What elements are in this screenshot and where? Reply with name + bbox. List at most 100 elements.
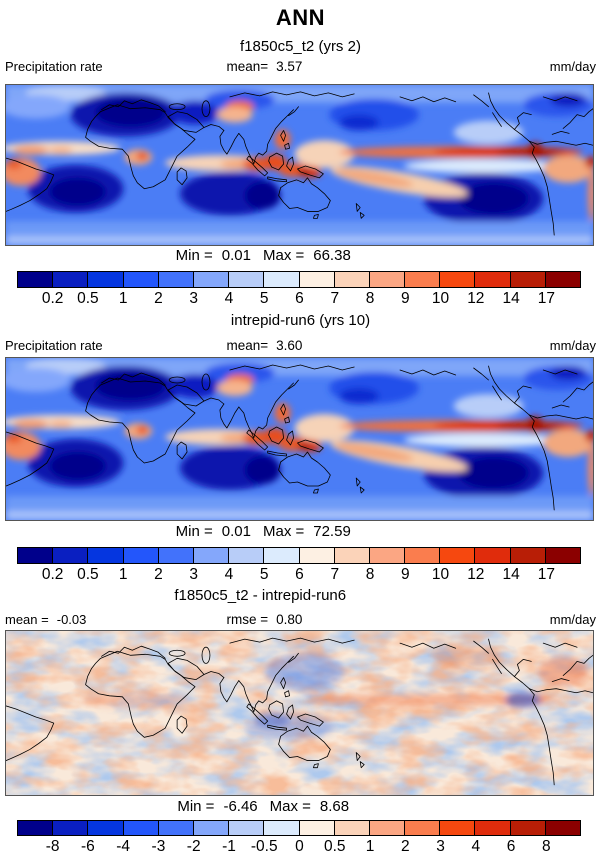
colorbar-cell [264,548,300,563]
colorbar-tick-label: -8 [45,838,60,855]
colorbar-tick-label: 8 [365,290,375,307]
colorbar-tick-label: 9 [400,566,410,583]
rmse-value: 0.80 [276,612,303,627]
panel3-subtitle: f1850c5_t2 - intrepid-run6 [174,587,347,604]
colorbar-cell [405,821,441,835]
colorbar-tick-label: 12 [467,290,485,307]
colorbar-tick-label: 4 [224,566,234,583]
panel1-info-row: Precipitation rate mean= 3.57 mm/day [0,59,601,75]
colorbar-cell [53,548,89,563]
mean-value: -0.03 [56,612,87,627]
colorbar-cell [475,272,511,287]
colorbar-cell [440,548,476,563]
colorbar-tick-label: 5 [259,290,269,307]
colorbar-tick-label: 0.5 [323,838,346,855]
colorbar-cell [88,548,124,563]
panel1-colorbar-ticks: 0.2 0.5 1 2 3 4 5 6 7 8 9 10 12 14 17 [35,290,564,308]
colorbar-tick-label: -6 [81,838,95,855]
colorbar-cell [405,548,441,563]
colorbar-cell [88,272,124,287]
colorbar-cell [440,821,476,835]
colorbar-cell [264,821,300,835]
max-value: 72.59 [313,523,351,540]
colorbar-tick-label: 0 [295,838,304,855]
colorbar-tick-label: 7 [330,566,340,583]
min-label: Min = [175,523,213,540]
colorbar-cell [88,821,124,835]
colorbar-tick-label: 7 [330,290,340,307]
mean-label: mean= [226,59,269,74]
colorbar-cell [18,821,54,835]
colorbar-tick-label: 9 [400,290,410,307]
colorbar-tick-label: -0.5 [250,838,278,855]
panel3-map-svg [6,631,593,795]
panel1-field-label: Precipitation rate [5,59,103,74]
colorbar-cell [158,272,194,287]
colorbar-cell [193,548,230,563]
colorbar-cell [299,272,335,287]
colorbar-tick-label: 3 [189,566,198,583]
mean-value: 3.57 [276,59,303,74]
colorbar-tick-label: -1 [222,838,236,855]
colorbar-tick-label: 0.2 [41,290,64,307]
panel1-subtitle: f1850c5_t2 (yrs 2) [240,38,361,55]
colorbar-tick-label: 14 [502,566,520,583]
panel1-mean: mean= 3.57 [226,59,302,74]
panel1-colorbar [17,271,581,288]
colorbar-cell [369,821,406,835]
panel2-info-row: Precipitation rate mean= 3.60 mm/day [0,338,601,354]
min-value: 0.01 [221,523,251,540]
colorbar-cell [299,548,335,563]
colorbar-cell [510,548,546,563]
colorbar-tick-label: 3 [189,290,198,307]
colorbar-tick-label: 5 [259,566,269,583]
panel1-map [5,84,594,246]
colorbar-cell [158,548,194,563]
panel2-units: mm/day [549,338,596,353]
colorbar-cell [53,821,89,835]
colorbar-tick-label: 8 [542,838,551,855]
colorbar-tick-label: 10 [431,290,450,307]
colorbar-tick-label: 2 [154,290,163,307]
colorbar-cell [18,272,54,287]
min-label: Min = [177,798,215,815]
mean-value: 3.60 [276,338,303,353]
colorbar-tick-label: 6 [295,290,304,307]
colorbar-cell [123,272,159,287]
mean-label: mean= [226,338,269,353]
colorbar-tick-label: 12 [467,566,485,583]
colorbar-cell [53,272,89,287]
mean-label: mean = [5,612,49,627]
colorbar-cell [475,548,511,563]
colorbar-tick-label: 0.2 [41,566,64,583]
colorbar-cell [545,821,580,835]
colorbar-tick-label: 1 [118,290,128,307]
colorbar-cell [440,272,476,287]
panel2-map-svg [6,358,593,520]
colorbar-cell [510,821,546,835]
colorbar-tick-label: 14 [502,290,520,307]
panel3-rmse: rmse = 0.80 [226,612,302,627]
panel2-map [5,357,594,521]
rmse-label: rmse = [226,612,269,627]
colorbar-tick-label: 3 [436,838,445,855]
colorbar-tick-label: -4 [116,838,131,855]
max-label: Max = [262,523,305,540]
colorbar-tick-label: 0.5 [77,290,99,307]
colorbar-cell [123,548,159,563]
max-value: 8.68 [319,798,350,815]
colorbar-tick-label: 6 [506,838,516,855]
max-label: Max = [262,247,305,264]
panel1-minmax: Min = 0.01 Max = 66.38 [176,247,351,264]
colorbar-cell [229,272,265,287]
colorbar-tick-label: 17 [537,566,555,583]
colorbar-cell [334,272,370,287]
colorbar-tick-label: 17 [537,290,555,307]
colorbar-cell [123,821,159,835]
colorbar-cell [18,548,54,563]
min-value: 0.01 [221,247,251,264]
colorbar-cell [405,272,441,287]
panel1-units: mm/day [549,59,596,74]
panel1-map-svg [6,85,593,245]
min-value: -6.46 [223,798,258,815]
